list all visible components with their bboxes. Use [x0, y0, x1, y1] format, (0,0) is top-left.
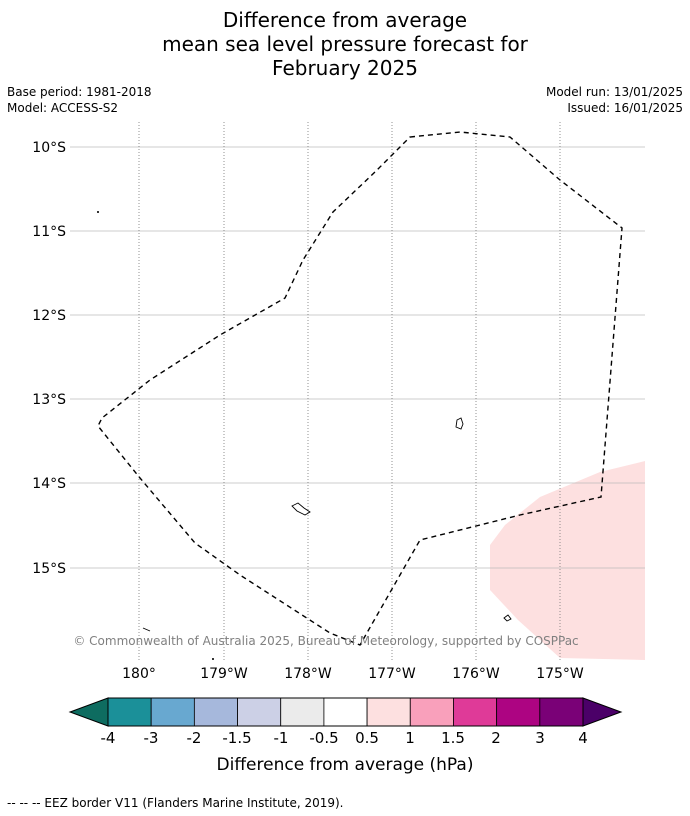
lat-label-15s: 15°S — [32, 561, 66, 577]
colorbar-segment-2 — [193, 697, 238, 727]
colorbar-segment-4 — [280, 697, 325, 727]
copyright-notice: © Commonwealth of Australia 2025, Bureau… — [73, 634, 578, 648]
model-name: Model: ACCESS-S2 — [7, 101, 119, 115]
colorbar-over-arrow — [582, 697, 623, 727]
colorbar-segment-6 — [366, 697, 411, 727]
issued-date: Issued: 16/01/2025 — [567, 101, 683, 115]
lat-label-10s: 10°S — [32, 140, 66, 156]
island-islet-nw — [96, 210, 100, 214]
colorbar-segment-0 — [107, 697, 152, 727]
eez-border — [97, 131, 623, 646]
colorbar-segment-7 — [409, 697, 454, 727]
title-line-3: February 2025 — [272, 56, 418, 80]
cbar-tick-11: 4 — [578, 729, 588, 747]
cbar-tick-1: -3 — [144, 729, 159, 747]
lon-label-175w: 175°W — [536, 666, 584, 682]
lon-label-177w: 177°W — [368, 666, 416, 682]
colorbar-segment-3 — [237, 697, 282, 727]
model-run: Model run: 13/01/2025 — [545, 85, 683, 99]
cbar-tick-0: -4 — [101, 729, 116, 747]
lat-label-14s: 14°S — [32, 476, 66, 492]
title-line-2: mean sea level pressure forecast for — [162, 32, 528, 56]
colorbar-label: Difference from average (hPa) — [217, 755, 474, 775]
meta-right: Model run: 13/01/2025 Issued: 16/01/2025 — [546, 84, 683, 116]
eez-legend: -- -- -- EEZ border V11 (Flanders Marine… — [7, 796, 344, 810]
colorbar-segment-9 — [496, 697, 541, 727]
cbar-tick-3: -1.5 — [222, 729, 251, 747]
cbar-tick-8: 1.5 — [441, 729, 465, 747]
lat-gridlines — [70, 146, 645, 569]
cbar-tick-9: 2 — [491, 729, 501, 747]
cbar-tick-10: 3 — [535, 729, 545, 747]
cbar-tick-7: 1 — [405, 729, 415, 747]
lat-label-12s: 12°S — [32, 308, 66, 324]
lat-label-13s: 13°S — [32, 392, 66, 408]
title-line-1: Difference from average — [222, 8, 468, 32]
anomaly-fill-0.5-1 — [490, 461, 645, 660]
lon-label-180: 180° — [122, 666, 156, 682]
colorbar-segment-8 — [453, 697, 498, 727]
colorbar-segment-5 — [323, 697, 368, 727]
colorbar — [68, 697, 623, 727]
meta-left: Base period: 1981-2018 Model: ACCESS-S2 — [7, 84, 152, 116]
colorbar-frame — [107, 697, 584, 727]
island-islet-s — [211, 657, 215, 661]
lat-label-11s: 11°S — [32, 224, 66, 240]
island-futuna — [291, 502, 311, 516]
base-period: Base period: 1981-2018 — [7, 85, 152, 99]
colorbar-segment-10 — [539, 697, 584, 727]
cbar-tick-5: -0.5 — [309, 729, 338, 747]
cbar-tick-4: -1 — [274, 729, 289, 747]
island-wallis — [455, 417, 464, 430]
lon-label-176w: 176°W — [452, 666, 500, 682]
colorbar-segment-1 — [150, 697, 195, 727]
island-niuafoou — [503, 614, 512, 622]
map-title: Difference from average mean sea level p… — [0, 8, 690, 80]
island-islet-south — [142, 627, 151, 632]
islands — [96, 210, 512, 661]
lon-label-178w: 178°W — [284, 666, 332, 682]
colorbar-under-arrow — [68, 697, 109, 727]
cbar-tick-2: -2 — [187, 729, 202, 747]
cbar-tick-6: 0.5 — [355, 729, 379, 747]
lon-label-179w: 179°W — [200, 666, 248, 682]
